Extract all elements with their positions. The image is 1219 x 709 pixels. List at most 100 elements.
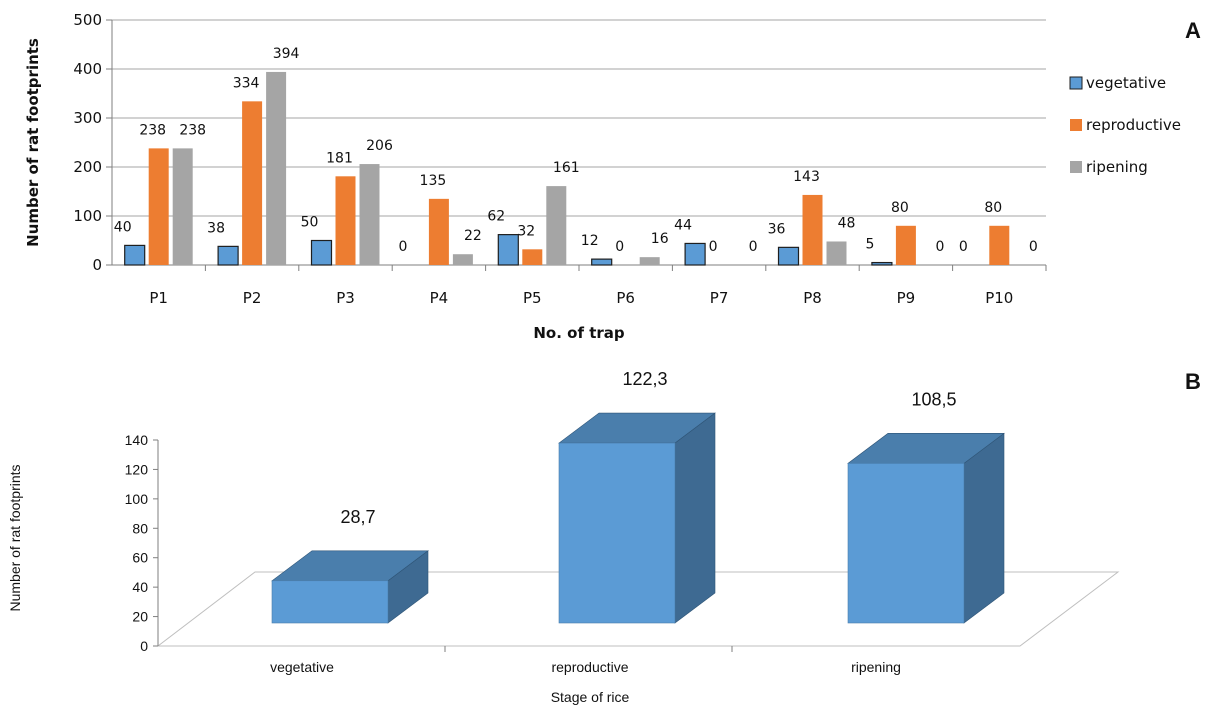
data-label-a: 80: [891, 200, 909, 216]
data-label-a: 44: [674, 217, 692, 233]
panel-label-a: A: [1185, 18, 1201, 43]
data-label-a: 135: [420, 173, 447, 189]
x-tick-label-a: P9: [897, 289, 916, 307]
data-label-a: 48: [838, 215, 856, 231]
data-label-a: 206: [366, 138, 393, 154]
bar-vegetative: [777, 246, 800, 266]
data-label-a: 38: [207, 220, 225, 236]
x-tick-label-b: ripening: [851, 659, 901, 675]
data-label-a: 62: [487, 209, 505, 225]
bar-vegetative: [310, 239, 333, 266]
data-label-b: 122,3: [622, 369, 667, 389]
data-label-a: 12: [581, 233, 599, 249]
y-tick-label-a: 100: [73, 207, 102, 225]
bar-reproductive: [335, 176, 356, 265]
bar-front-b: [847, 463, 965, 624]
data-label-a: 181: [326, 150, 353, 166]
bar-front-b: [271, 580, 389, 624]
data-label-b: 28,7: [340, 507, 375, 527]
data-label-a: 0: [398, 239, 407, 255]
y-tick-label-a: 300: [73, 109, 102, 127]
bar-reproductive: [428, 198, 449, 265]
x-axis-title-b: Stage of rice: [551, 689, 630, 705]
bar-front-b: [558, 442, 676, 624]
bar-reproductive: [148, 148, 169, 265]
data-label-a: 5: [865, 237, 874, 253]
bar-ripening: [359, 164, 380, 265]
data-label-a: 16: [651, 231, 669, 247]
data-label-a: 161: [553, 160, 580, 176]
data-label-a: 32: [517, 223, 535, 239]
legend-swatch-reproductive: [1070, 119, 1082, 131]
y-tick-label-b: 60: [132, 550, 148, 566]
y-tick-label-b: 0: [140, 638, 148, 654]
y-tick-label-b: 80: [132, 520, 148, 536]
y-tick-label-a: 0: [92, 256, 102, 274]
y-tick-label-b: 40: [132, 579, 148, 595]
y-tick-label-b: 120: [125, 461, 149, 477]
data-label-a: 0: [935, 239, 944, 255]
bar-ripening: [826, 241, 847, 265]
y-axis-title-a: Number of rat footprints: [24, 38, 42, 247]
y-tick-label-a: 200: [73, 158, 102, 176]
data-label-a: 0: [615, 239, 624, 255]
chart-b: 0 20 40 60 80 100 120 140 vegetative reproductive…: [7, 369, 1120, 705]
data-label-a: 238: [179, 122, 206, 138]
legend-label-vegetative: vegetative: [1086, 74, 1166, 92]
x-tick-label-a: P2: [243, 289, 262, 307]
data-label-a: 394: [273, 46, 300, 62]
x-tick-label-a: P8: [803, 289, 822, 307]
bar-reproductive: [895, 225, 916, 265]
bar-reproductive: [522, 249, 543, 265]
data-label-a: 0: [1029, 239, 1038, 255]
y-axis-title-b: Number of rat footprints: [7, 464, 23, 611]
x-tick-label-b: reproductive: [551, 659, 628, 675]
x-tick-label-a: P10: [985, 289, 1013, 307]
x-tick-label-a: P3: [336, 289, 355, 307]
x-tick-label-a: P7: [710, 289, 729, 307]
x-axis-title-a: No. of trap: [533, 324, 625, 342]
legend-label-ripening: ripening: [1086, 158, 1148, 176]
y-tick-label-b: 100: [125, 491, 149, 507]
bar-ripening: [172, 148, 193, 265]
legend-label-reproductive: reproductive: [1086, 116, 1181, 134]
bar-ripening: [546, 186, 567, 265]
bar-side-b: [674, 412, 716, 624]
bar-reproductive: [802, 194, 823, 265]
panel-label-b: B: [1185, 369, 1201, 394]
bar-vegetative: [871, 261, 893, 266]
bar-vegetative: [217, 245, 239, 266]
legend-swatch-vegetative: [1069, 76, 1083, 90]
data-label-a: 143: [793, 169, 820, 185]
y-tick-label-b: 140: [125, 432, 149, 448]
bar-ripening: [452, 254, 473, 265]
bar-vegetative: [124, 244, 146, 266]
y-tick-label-a: 500: [73, 11, 102, 29]
x-tick-label-a: P4: [430, 289, 449, 307]
bar-ripening: [639, 257, 660, 265]
data-label-a: 50: [301, 215, 319, 231]
data-label-a: 0: [709, 239, 718, 255]
x-tick-label-a: P5: [523, 289, 542, 307]
data-label-a: 80: [984, 200, 1002, 216]
data-label-a: 238: [139, 122, 166, 138]
bar-ripening: [266, 71, 287, 265]
y-tick-label-b: 20: [132, 609, 148, 625]
data-label-a: 334: [233, 75, 260, 91]
data-label-a: 0: [959, 239, 968, 255]
legend-swatch-ripening: [1070, 161, 1082, 173]
x-tick-label-a: P6: [616, 289, 635, 307]
data-label-a: 40: [114, 219, 132, 235]
bar-side-b: [963, 432, 1005, 624]
x-tick-label-b: vegetative: [270, 659, 334, 675]
data-label-a: 36: [768, 221, 786, 237]
data-label-a: 22: [464, 228, 482, 244]
data-label-a: 0: [749, 239, 758, 255]
data-label-b: 108,5: [911, 389, 956, 409]
bar-vegetative: [684, 242, 706, 266]
x-tick-label-a: P1: [149, 289, 168, 307]
bar-vegetative: [591, 258, 613, 266]
bar-reproductive: [989, 225, 1010, 265]
